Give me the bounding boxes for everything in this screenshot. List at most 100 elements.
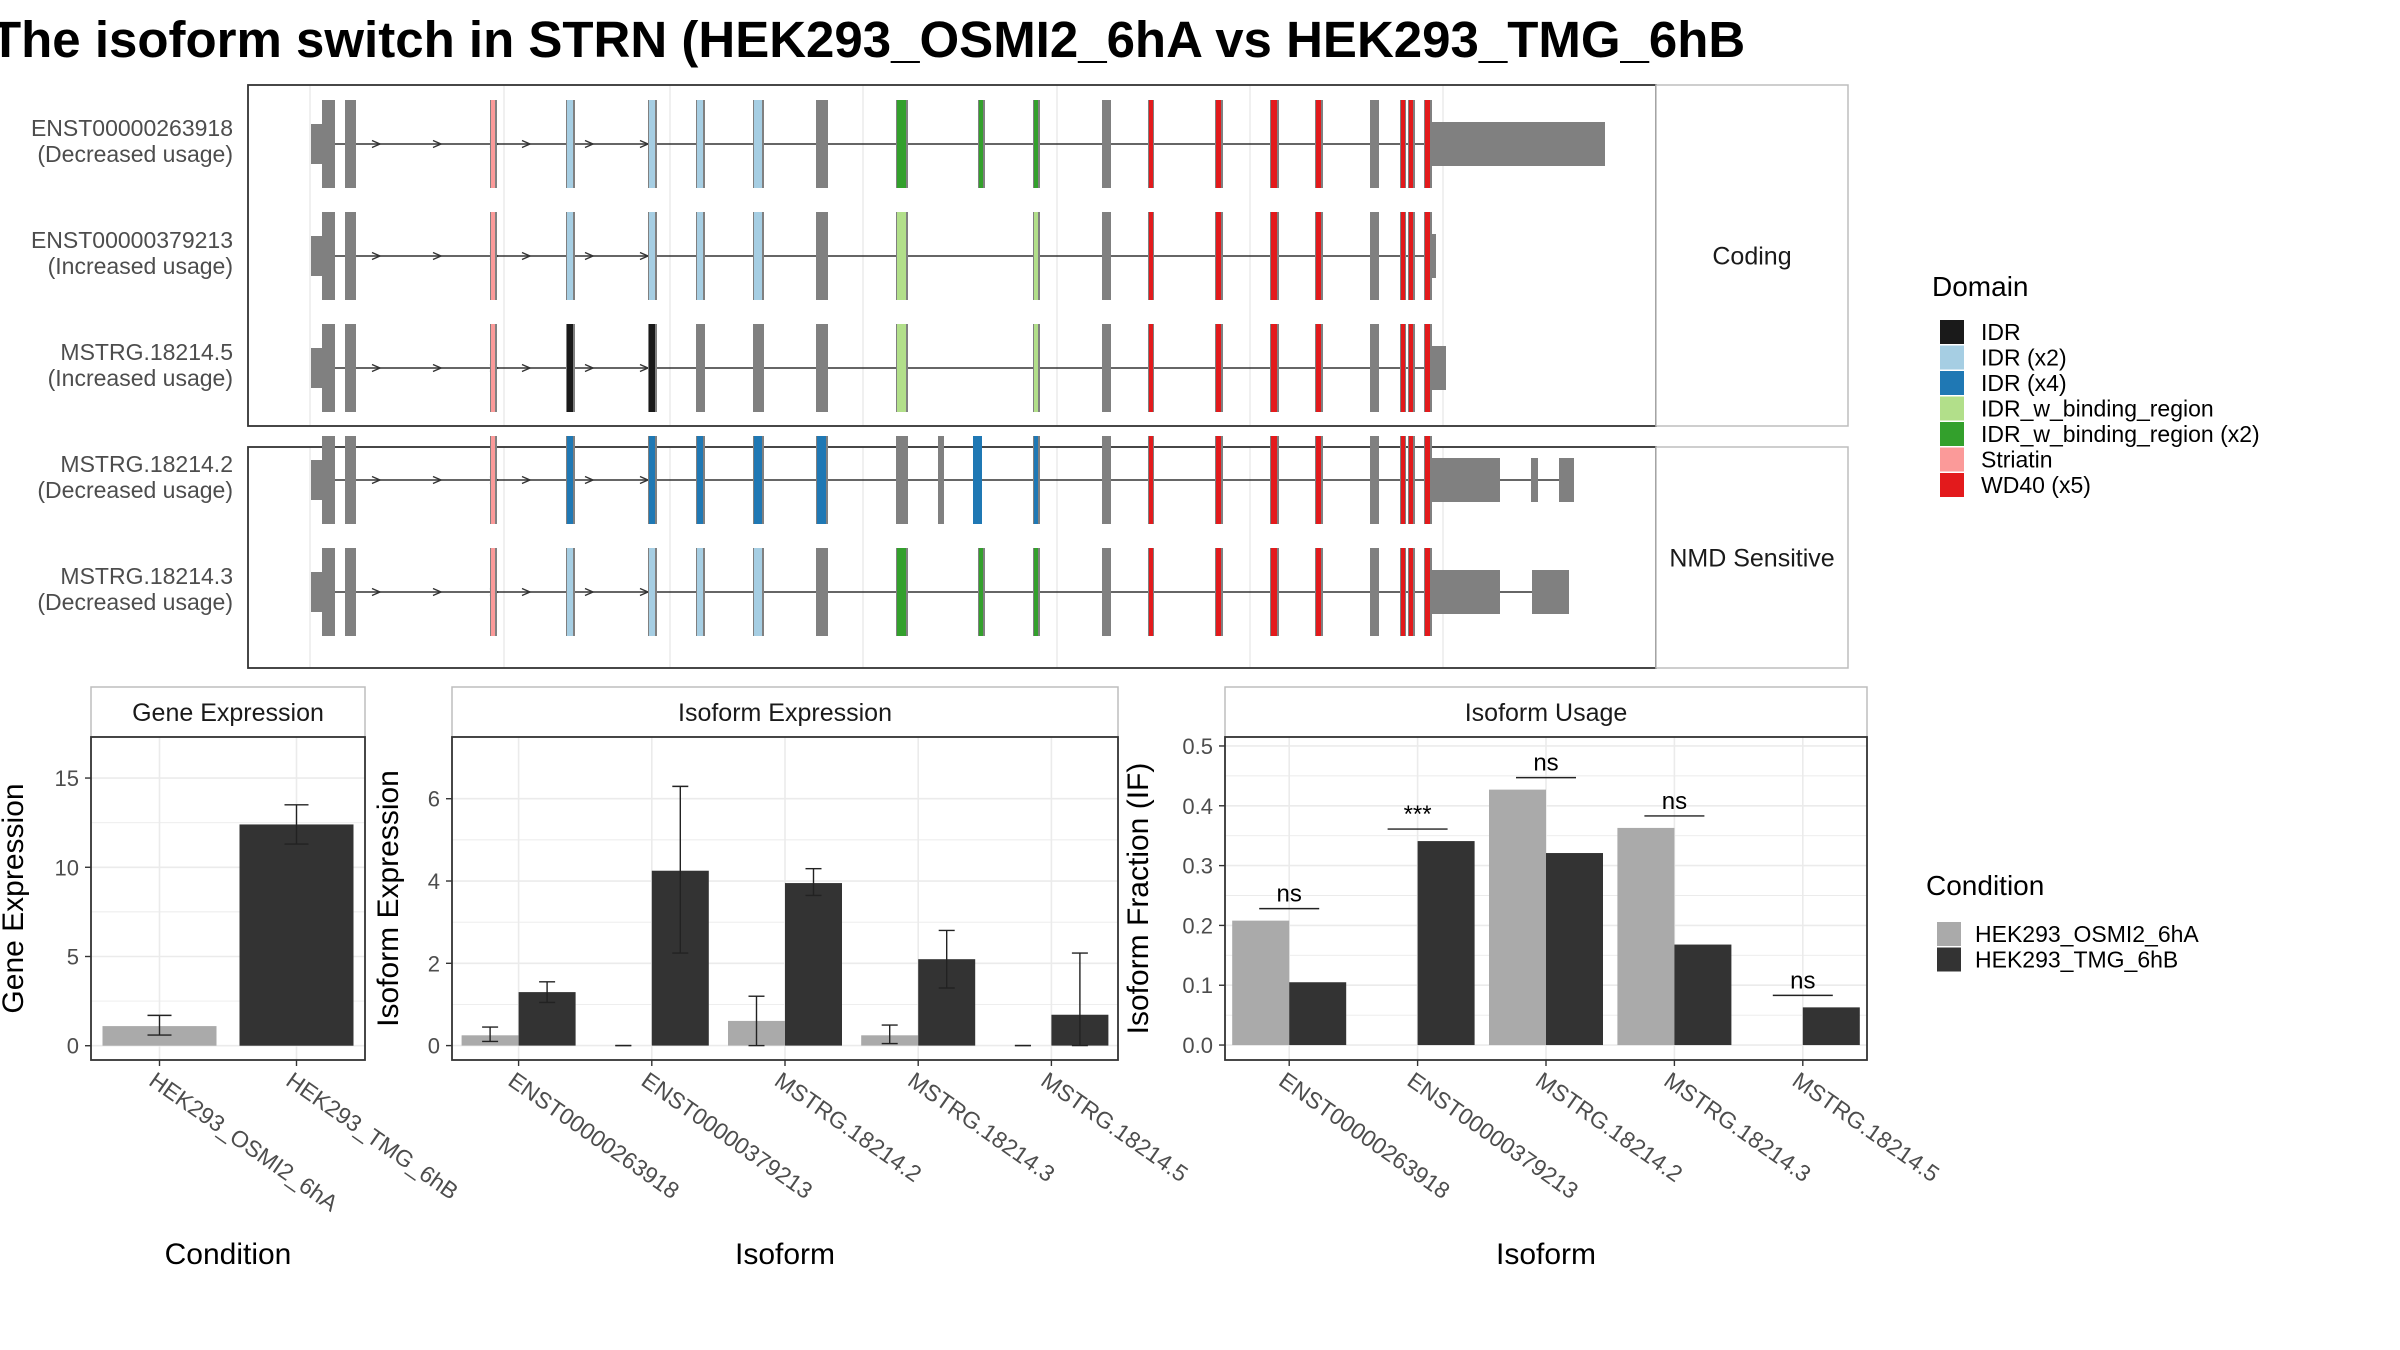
domain-block xyxy=(1425,212,1430,300)
legend-label: WD40 (x5) xyxy=(1981,472,2091,498)
domain-block xyxy=(1425,324,1430,412)
transcript-id-label: MSTRG.18214.2 xyxy=(60,451,233,477)
legend-swatch xyxy=(1937,947,1961,972)
strand-arrow xyxy=(432,475,443,485)
utr-3prime xyxy=(1430,122,1605,166)
facet-strip xyxy=(1655,84,1849,427)
y-axis-title: Isoform Fraction (IF) xyxy=(1122,763,1155,1035)
significance-label: ns xyxy=(1790,967,1815,994)
y-axis-title: Isoform Expression xyxy=(372,770,405,1027)
domain-block xyxy=(491,548,495,636)
domain-block xyxy=(1425,436,1430,524)
strand-arrow xyxy=(584,139,595,149)
domain-block xyxy=(754,100,762,188)
bar xyxy=(1617,827,1675,1046)
x-tick-label: MSTRG.18214.5 xyxy=(1037,1067,1193,1187)
x-axis-title: Isoform xyxy=(1496,1238,1596,1271)
domain-block xyxy=(1149,436,1153,524)
utr-3prime xyxy=(1430,346,1446,390)
domain-block xyxy=(1316,100,1321,188)
transcript-usage-label: (Decreased usage) xyxy=(37,589,233,615)
legend-swatch xyxy=(1940,447,1964,472)
utr-3prime xyxy=(1430,234,1436,278)
strand-arrow xyxy=(584,251,595,261)
utr-3prime xyxy=(1430,458,1500,502)
x-axis-title: Isoform xyxy=(735,1238,835,1271)
panel-strip-title: Isoform Expression xyxy=(678,699,892,727)
domain-block xyxy=(1409,100,1413,188)
domain-block xyxy=(1034,324,1038,412)
panel-strip-title: Gene Expression xyxy=(132,699,324,727)
exon xyxy=(816,100,828,188)
domain-block xyxy=(817,436,826,524)
domain-block xyxy=(491,436,495,524)
y-tick-label: 2 xyxy=(428,951,440,976)
domain-block xyxy=(897,548,906,636)
transcript-row: MSTRG.18214.5(Increased usage) xyxy=(48,324,1446,412)
legend-label: IDR_w_binding_region xyxy=(1981,396,2214,422)
legend-label: IDR xyxy=(1981,319,2021,345)
panel-strip xyxy=(1224,686,1868,738)
domain-block xyxy=(1409,548,1413,636)
domain-block xyxy=(1401,212,1405,300)
y-tick-label: 0.1 xyxy=(1182,973,1213,998)
strand-arrow xyxy=(371,251,382,261)
facet-label: Coding xyxy=(1712,243,1791,271)
legend-label: IDR_w_binding_region (x2) xyxy=(1981,421,2260,447)
exon xyxy=(896,436,908,524)
exon xyxy=(322,212,335,300)
y-axis-title: Gene Expression xyxy=(0,783,30,1013)
transcript-usage-label: (Decreased usage) xyxy=(37,141,233,167)
domain-block xyxy=(1316,436,1321,524)
strand-arrow xyxy=(521,587,532,597)
domain-block xyxy=(1034,436,1038,524)
legend-swatch xyxy=(1940,320,1964,344)
domain-block xyxy=(1401,100,1405,188)
transcript-row: MSTRG.18214.2(Decreased usage) xyxy=(37,436,1574,524)
domain-block xyxy=(1316,324,1321,412)
exon xyxy=(1370,548,1379,636)
domain-block xyxy=(697,548,703,636)
panel-strip xyxy=(451,686,1119,738)
exon xyxy=(322,324,335,412)
y-tick-label: 10 xyxy=(55,855,79,880)
domain-block xyxy=(567,436,573,524)
transcript-usage-label: (Increased usage) xyxy=(48,365,233,391)
strand-arrow xyxy=(371,139,382,149)
legend-swatch xyxy=(1940,422,1964,446)
exon xyxy=(345,548,356,636)
y-tick-label: 0.3 xyxy=(1182,854,1213,879)
domain-block xyxy=(1216,212,1221,300)
domain-block xyxy=(1149,548,1153,636)
legend-label: Striatin xyxy=(1981,447,2053,473)
bar xyxy=(102,1026,217,1046)
domain-block xyxy=(1409,436,1413,524)
y-tick-label: 5 xyxy=(67,944,79,969)
exon xyxy=(1559,458,1574,502)
isoform-expression-panel: Isoform Expression0246ENST00000263918ENS… xyxy=(372,686,1193,1271)
domain-block xyxy=(1271,324,1277,412)
domain-block xyxy=(649,212,655,300)
y-tick-label: 15 xyxy=(55,766,79,791)
panel-strip xyxy=(90,686,366,738)
domain-block xyxy=(491,324,495,412)
transcript-id-label: MSTRG.18214.3 xyxy=(60,563,233,589)
domain-block xyxy=(1401,324,1405,412)
strand-arrow xyxy=(432,139,443,149)
domain-block xyxy=(697,212,703,300)
exon xyxy=(753,324,764,412)
domain-block xyxy=(1034,548,1038,636)
bar xyxy=(239,824,354,1046)
domain-block xyxy=(1216,324,1221,412)
exon xyxy=(345,324,356,412)
bar xyxy=(1802,1007,1860,1046)
significance-label: ns xyxy=(1277,881,1302,908)
y-tick-label: 0.4 xyxy=(1182,794,1213,819)
domain-block xyxy=(567,548,573,636)
domain-block xyxy=(1409,212,1413,300)
domain-block xyxy=(754,548,762,636)
strand-arrow xyxy=(371,475,382,485)
exon xyxy=(1531,458,1538,502)
